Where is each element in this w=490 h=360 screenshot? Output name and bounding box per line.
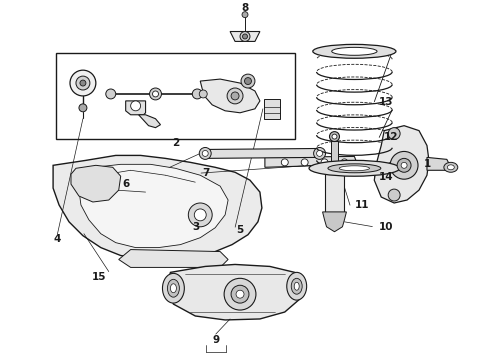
Circle shape — [236, 290, 244, 298]
Ellipse shape — [294, 282, 299, 290]
Text: 15: 15 — [92, 271, 106, 282]
Text: 12: 12 — [384, 132, 398, 142]
Bar — [331, 140, 339, 162]
Text: 2: 2 — [172, 138, 179, 148]
Circle shape — [388, 189, 400, 201]
Circle shape — [199, 90, 207, 98]
Polygon shape — [200, 79, 260, 113]
Polygon shape — [168, 265, 303, 320]
Circle shape — [70, 70, 96, 96]
Text: 8: 8 — [242, 3, 248, 13]
Circle shape — [397, 158, 411, 172]
Circle shape — [195, 209, 206, 221]
Polygon shape — [71, 165, 121, 202]
Text: 10: 10 — [379, 221, 393, 231]
Circle shape — [329, 132, 340, 141]
Text: 13: 13 — [379, 97, 393, 107]
Circle shape — [243, 34, 247, 39]
Circle shape — [390, 152, 418, 179]
Circle shape — [321, 159, 328, 166]
Polygon shape — [230, 32, 260, 41]
Text: 4: 4 — [54, 234, 61, 244]
Circle shape — [317, 150, 322, 156]
Text: 14: 14 — [379, 172, 393, 182]
Circle shape — [202, 150, 208, 156]
Bar — [324, 162, 344, 212]
Ellipse shape — [287, 273, 307, 300]
Text: 5: 5 — [237, 225, 244, 235]
Ellipse shape — [328, 164, 381, 173]
Polygon shape — [374, 126, 429, 203]
Circle shape — [231, 92, 239, 100]
Circle shape — [341, 159, 348, 166]
Ellipse shape — [291, 278, 302, 294]
Circle shape — [76, 76, 90, 90]
Circle shape — [188, 203, 212, 227]
Polygon shape — [322, 212, 346, 232]
Circle shape — [388, 128, 400, 140]
Circle shape — [314, 148, 325, 159]
Circle shape — [242, 12, 248, 18]
Text: 6: 6 — [122, 179, 129, 189]
Ellipse shape — [313, 44, 396, 58]
Ellipse shape — [309, 160, 400, 176]
Circle shape — [199, 148, 211, 159]
Circle shape — [192, 89, 202, 99]
Circle shape — [106, 89, 116, 99]
Circle shape — [79, 104, 87, 112]
Circle shape — [332, 134, 337, 139]
Polygon shape — [79, 164, 228, 248]
Polygon shape — [125, 101, 146, 115]
Polygon shape — [265, 156, 357, 167]
Ellipse shape — [447, 165, 454, 170]
Circle shape — [131, 101, 141, 111]
Circle shape — [281, 159, 288, 166]
Polygon shape — [200, 148, 324, 158]
Circle shape — [227, 88, 243, 104]
Ellipse shape — [444, 162, 458, 172]
Circle shape — [240, 32, 250, 41]
Circle shape — [231, 285, 249, 303]
Ellipse shape — [163, 273, 184, 303]
Text: 1: 1 — [424, 159, 431, 169]
Circle shape — [401, 162, 407, 168]
Ellipse shape — [168, 279, 179, 297]
Polygon shape — [119, 249, 228, 267]
Circle shape — [245, 78, 251, 85]
Polygon shape — [53, 156, 262, 260]
Circle shape — [149, 88, 162, 100]
Circle shape — [152, 91, 158, 97]
Text: 11: 11 — [355, 200, 369, 210]
Circle shape — [224, 278, 256, 310]
Polygon shape — [427, 157, 449, 170]
Ellipse shape — [332, 48, 377, 55]
Circle shape — [241, 74, 255, 88]
Text: 7: 7 — [202, 168, 210, 178]
Bar — [264, 99, 280, 119]
Polygon shape — [139, 115, 161, 128]
Circle shape — [80, 80, 86, 86]
Text: 3: 3 — [193, 221, 200, 231]
Bar — [56, 53, 294, 139]
Text: 9: 9 — [212, 335, 220, 345]
Ellipse shape — [171, 284, 176, 293]
Ellipse shape — [339, 166, 369, 171]
Circle shape — [301, 159, 308, 166]
